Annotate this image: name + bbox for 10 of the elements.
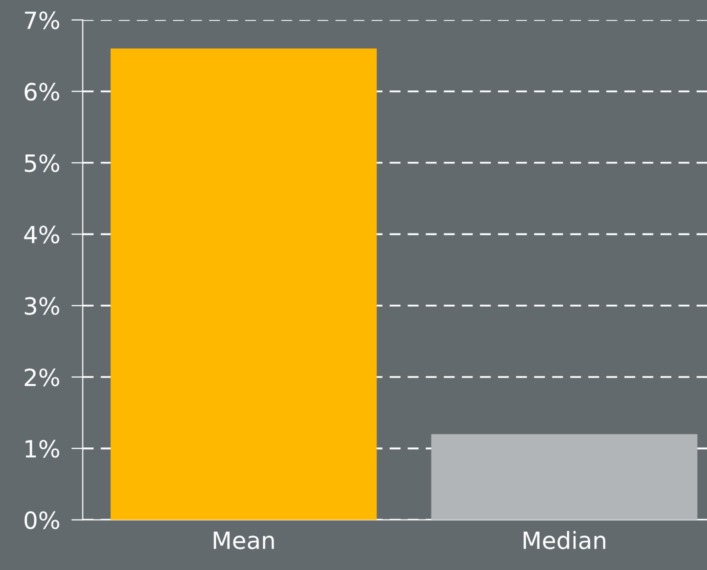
y-tick-label: 2% <box>24 368 60 386</box>
y-tick-label: 1% <box>26 440 60 458</box>
y-tick-label: 5% <box>24 154 60 172</box>
x-tick-label: Median <box>524 530 606 550</box>
y-tick-label: 7% <box>24 11 60 30</box>
x-tick-label: Mean <box>214 532 274 550</box>
y-tick-label: 4% <box>24 226 60 244</box>
y-tick-label: 3% <box>24 297 60 315</box>
y-tick-label: 6% <box>24 82 60 101</box>
y-tick-label: 0% <box>24 511 60 530</box>
